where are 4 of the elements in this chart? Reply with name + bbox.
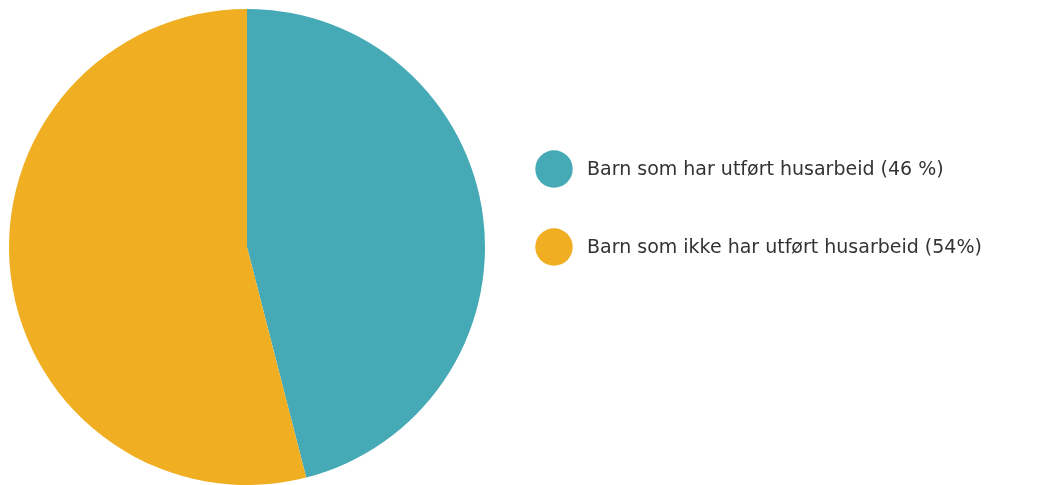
legend-label: Barn som ikke har utført husarbeid (54%) [587, 235, 982, 257]
legend-label: Barn som har utført husarbeid (46 %) [587, 157, 944, 179]
pie-slice [247, 9, 485, 478]
pie-slice [9, 9, 307, 485]
